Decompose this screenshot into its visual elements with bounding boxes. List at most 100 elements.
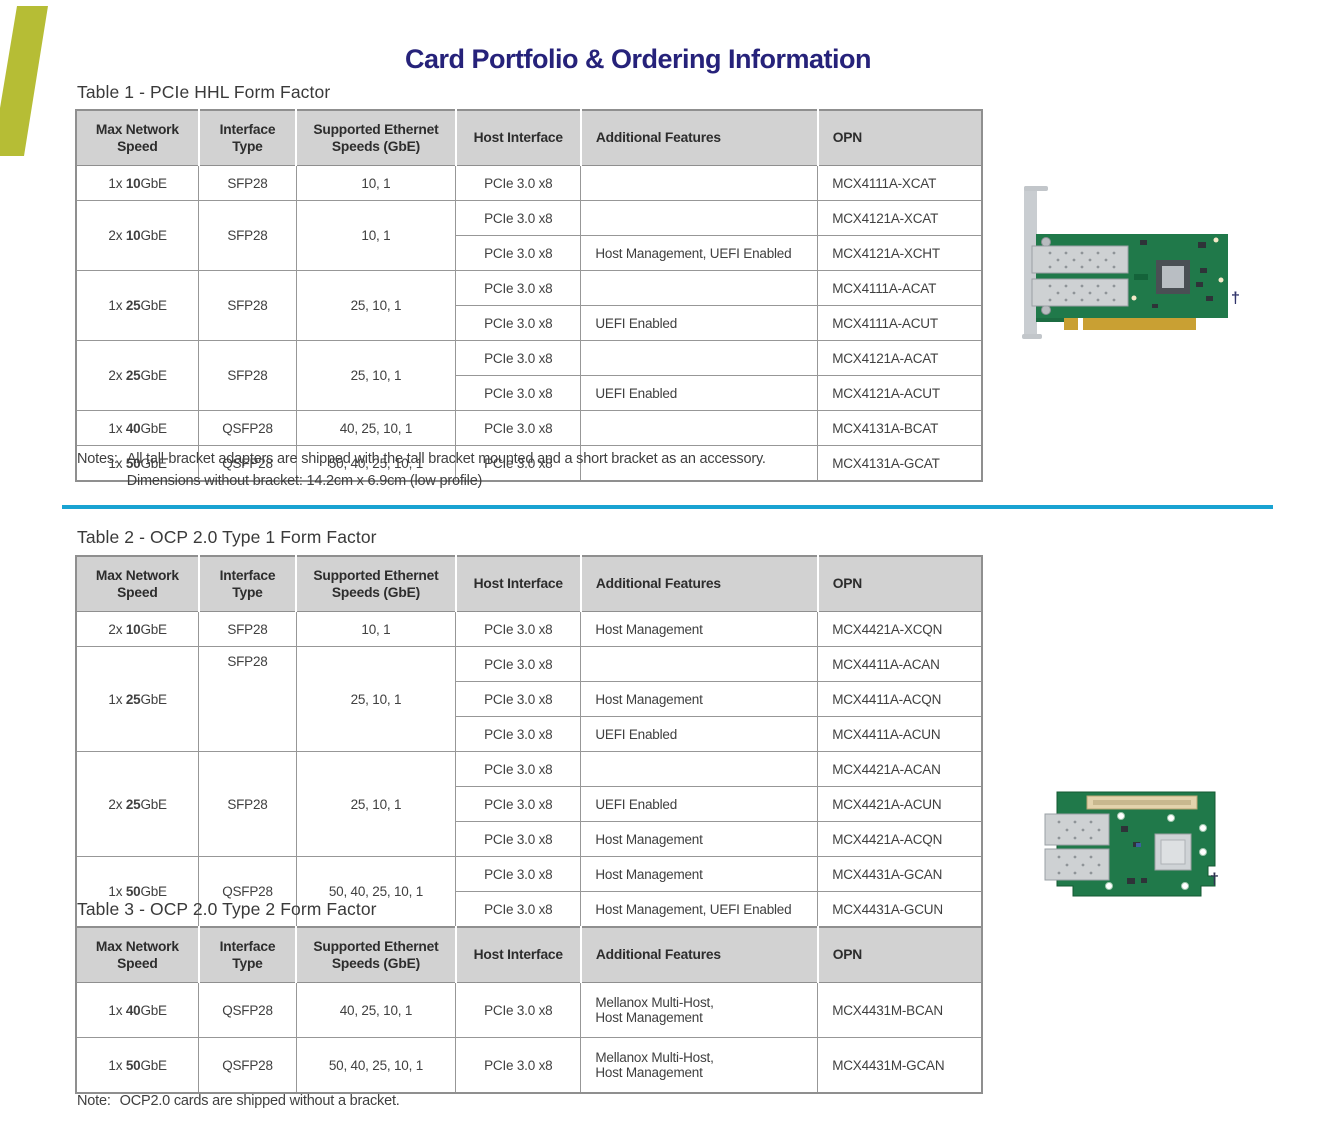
interface-type-cell: SFP28 xyxy=(198,165,297,201)
note-label: Note: xyxy=(77,1093,111,1109)
interface-type-cell: QSFP28 xyxy=(198,856,297,928)
host-interface-cell: PCIe 3.0 x8 xyxy=(455,305,582,341)
ethernet-speeds-cell: 10, 1 xyxy=(295,165,457,201)
additional-features-cell xyxy=(580,646,819,682)
opn-cell: MCX4421A-XCQN xyxy=(817,611,983,647)
interface-type-cell: SFP28 xyxy=(198,340,297,411)
max-speed-cell: 2x 10GbE xyxy=(75,611,200,647)
opn-cell: MCX4111A-XCAT xyxy=(817,165,983,201)
table-row: PCIe 3.0 x8 Host Management MCX4411A-ACQN xyxy=(76,681,983,717)
section-divider xyxy=(62,505,1273,509)
additional-features-cell: Mellanox Multi-Host, Host Management xyxy=(580,982,819,1038)
column-header: Additional Features xyxy=(580,556,819,612)
column-header: Host Interface xyxy=(455,110,582,166)
opn-cell: MCX4421A-ACUN xyxy=(817,786,983,822)
host-interface-cell: PCIe 3.0 x8 xyxy=(455,375,582,411)
ocp-adapter-image xyxy=(1044,791,1216,897)
max-speed-cell: 1x 50GbE xyxy=(75,856,200,928)
column-header: OPN xyxy=(817,556,982,612)
additional-features-cell: Host Management xyxy=(580,821,819,857)
pcie-hhl-table: Max Network Speed Interface Type Supported… xyxy=(75,109,983,482)
ocp-type1-table: Max Network Speed Interface Type Supported… xyxy=(75,555,983,928)
column-header: OPN xyxy=(817,927,982,983)
table-row: 1x 40GbE QSFP28 40, 25, 10, 1 PCIe 3.0 x8 MC… xyxy=(75,410,983,446)
host-interface-cell: PCIe 3.0 x8 xyxy=(455,856,582,892)
max-speed-cell: 1x 25GbE xyxy=(75,270,200,341)
ethernet-speeds-cell: 50, 40, 25, 10, 1 xyxy=(295,1037,457,1094)
ethernet-speeds-cell: 25, 10, 1 xyxy=(295,340,457,411)
table-row: 1x 25GbE SFP28 25, 10, 1 PCIe 3.0 x8 MCX4411… xyxy=(75,646,983,752)
table-row: PCIe 3.0 x8 UEFI Enabled MCX4411A-ACUN xyxy=(76,716,983,752)
table-row: 1x 50GbE QSFP28 50, 40, 25, 10, 1 PCIe 3.0 … xyxy=(75,856,983,928)
host-interface-cell: PCIe 3.0 x8 xyxy=(455,982,582,1038)
table3-caption: Table 3 - OCP 2.0 Type 2 Form Factor xyxy=(77,899,377,919)
host-interface-cell: PCIe 3.0 x8 xyxy=(455,200,582,236)
pcie-image-dagger: † xyxy=(1231,290,1240,307)
max-speed-cell: 1x 25GbE xyxy=(75,646,200,752)
opn-cell: MCX4121A-XCHT xyxy=(817,235,983,271)
column-header: Interface Type xyxy=(198,556,298,612)
table-row: PCIe 3.0 x8 Host Management MCX4421A-ACQN xyxy=(76,821,983,857)
table-row: PCIe 3.0 x8 UEFI Enabled MCX4421A-ACUN xyxy=(76,786,983,822)
opn-cell: MCX4411A-ACAN xyxy=(817,646,983,682)
ethernet-speeds-cell: 25, 10, 1 xyxy=(295,270,457,341)
opn-cell: MCX4431A-GCAN xyxy=(817,856,983,892)
column-header: Max Network Speed xyxy=(76,110,200,166)
interface-type-cell: SFP28 xyxy=(198,751,297,857)
additional-features-cell: Host Management xyxy=(580,856,819,892)
ethernet-speeds-cell: 25, 10, 1 xyxy=(295,646,457,752)
ocp-image-dagger: † xyxy=(1210,871,1219,888)
additional-features-cell xyxy=(580,751,819,787)
table-row: 2x 10GbE SFP28 10, 1 PCIe 3.0 x8 MCX4121A-XC… xyxy=(75,200,983,271)
notes-label: Notes: xyxy=(77,451,118,467)
table-row: 1x 25GbE SFP28 25, 10, 1 PCIe 3.0 x8 MCX4111… xyxy=(75,270,983,341)
opn-cell: MCX4121A-ACUT xyxy=(817,375,983,411)
additional-features-cell: Host Management, UEFI Enabled xyxy=(580,235,819,271)
column-header: Interface Type xyxy=(198,927,298,983)
table-row: PCIe 3.0 x8 UEFI Enabled MCX4111A-ACUT xyxy=(76,305,983,341)
interface-type-cell: SFP28 xyxy=(198,200,297,271)
additional-features-cell: UEFI Enabled xyxy=(580,305,819,341)
host-interface-cell: PCIe 3.0 x8 xyxy=(455,786,582,822)
note-line: OCP2.0 cards are shipped without a brack… xyxy=(119,1093,400,1109)
additional-features-cell xyxy=(580,445,819,482)
column-header: OPN xyxy=(817,110,982,166)
interface-type-cell: QSFP28 xyxy=(198,410,297,446)
notes-line: All tall-bracket adapters are shipped wi… xyxy=(126,451,766,467)
column-header: Additional Features xyxy=(580,927,819,983)
ethernet-speeds-cell: 10, 1 xyxy=(295,611,457,647)
table-row: 1x 50GbE QSFP28 50, 40, 25, 10, 1 PCIe 3.0 … xyxy=(75,445,983,482)
ethernet-speeds-cell: 40, 25, 10, 1 xyxy=(295,982,457,1038)
additional-features-cell xyxy=(580,410,819,446)
interface-type-cell: SFP28 xyxy=(198,611,297,647)
table-row: 1x 50GbE QSFP28 50, 40, 25, 10, 1 PCIe 3.0 … xyxy=(75,1037,983,1094)
host-interface-cell: PCIe 3.0 x8 xyxy=(455,340,582,376)
additional-features-cell xyxy=(580,200,819,236)
host-interface-cell: PCIe 3.0 x8 xyxy=(455,646,582,682)
host-interface-cell: PCIe 3.0 x8 xyxy=(455,410,582,446)
table1-caption: Table 1 - PCIe HHL Form Factor xyxy=(77,82,331,102)
interface-type-cell: QSFP28 xyxy=(198,445,297,482)
column-header: Max Network Speed xyxy=(76,556,200,612)
table-row: 2x 25GbE SFP28 25, 10, 1 PCIe 3.0 x8 MCX4421… xyxy=(75,751,983,857)
opn-cell: MCX4131A-GCAT xyxy=(817,445,983,482)
column-header: Supported Ethernet Speeds (GbE) xyxy=(296,927,457,983)
table-row: PCIe 3.0 x8 Host Management, UEFI Enabled… xyxy=(76,235,983,271)
host-interface-cell: PCIe 3.0 x8 xyxy=(455,270,582,306)
table1-notes: Notes: All tall-bracket adapters are shi… xyxy=(77,448,766,493)
opn-cell: MCX4121A-XCAT xyxy=(817,200,983,236)
max-speed-cell: 2x 25GbE xyxy=(75,340,200,411)
opn-cell: MCX4411A-ACUN xyxy=(817,716,983,752)
max-speed-cell: 2x 10GbE xyxy=(75,200,200,271)
pcie-adapter-image xyxy=(1022,186,1228,339)
additional-features-cell: Mellanox Multi-Host, Host Management xyxy=(580,1037,819,1094)
opn-cell: MCX4431M-BCAN xyxy=(817,982,983,1038)
additional-features-cell xyxy=(580,165,819,201)
ethernet-speeds-cell: 25, 10, 1 xyxy=(295,751,457,857)
additional-features-cell: Host Management xyxy=(580,681,819,717)
table-row: PCIe 3.0 x8 Host Management, UEFI Enabled… xyxy=(76,891,983,928)
table2-caption: Table 2 - OCP 2.0 Type 1 Form Factor xyxy=(77,527,377,547)
max-speed-cell: 1x 50GbE xyxy=(75,445,200,482)
additional-features-cell: Host Management xyxy=(580,611,819,647)
